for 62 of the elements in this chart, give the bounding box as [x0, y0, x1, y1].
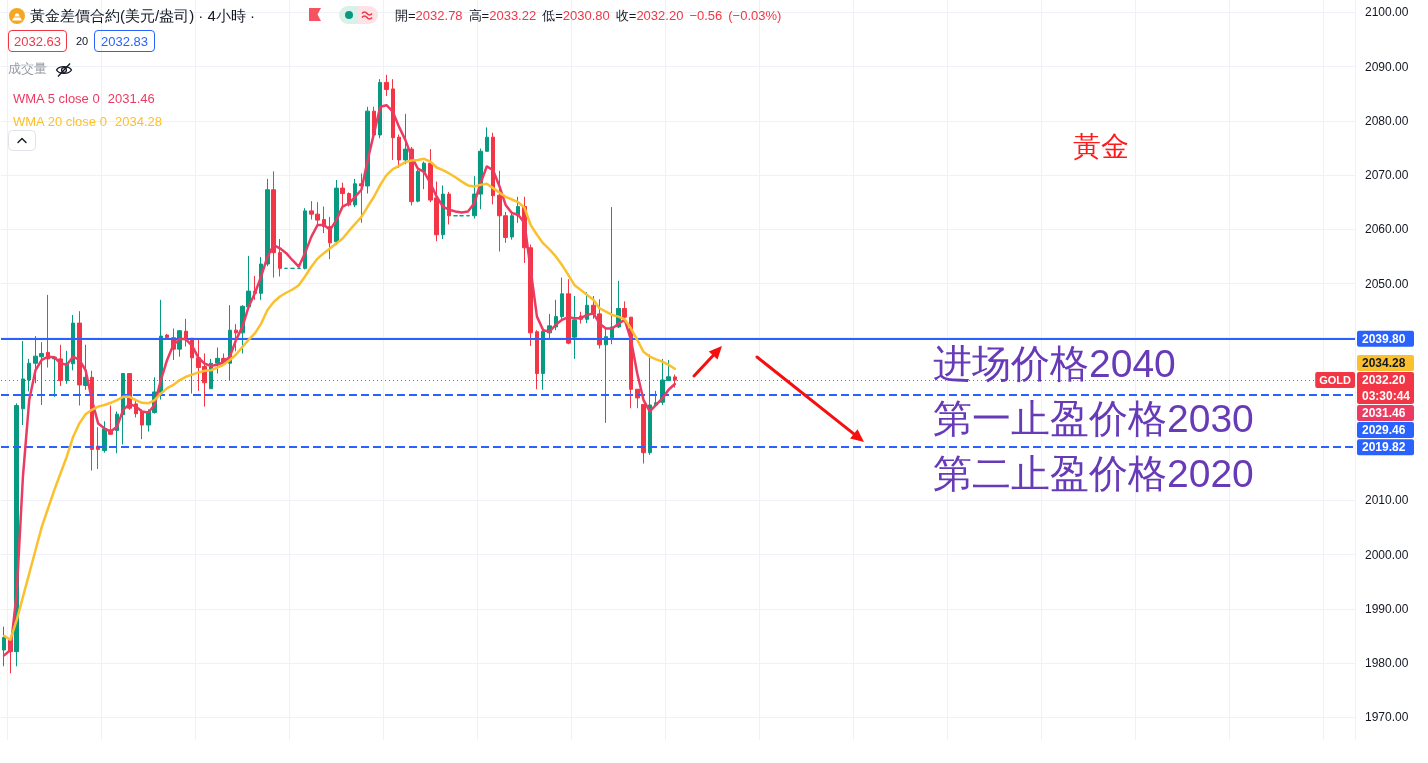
y-tick-label: 2100.00: [1365, 5, 1409, 20]
candlestick: [641, 403, 646, 465]
y-tick-label: 2000.00: [1365, 547, 1409, 562]
candlestick: [422, 161, 426, 190]
candlestick: [2, 626, 6, 667]
text: 2034.28: [1362, 356, 1406, 371]
candlestick: [560, 277, 564, 320]
y-tick-label: 2090.00: [1365, 59, 1409, 74]
candlestick: [403, 113, 408, 165]
text: WMA 20 close 0: [13, 114, 107, 129]
candlestick: [184, 318, 188, 347]
candlestick: [340, 182, 345, 208]
candlestick: [21, 340, 25, 426]
y-tick-label: 2050.00: [1365, 276, 1409, 291]
candlestick: [541, 330, 545, 391]
annotation: 第一止盈价格2030: [933, 397, 1254, 440]
annotation: GOLD: [1319, 374, 1352, 387]
text: 開=2032.78 高=2033.22 低=2030.80 收=2032.20 −0.56 (−0.03%): [395, 8, 782, 23]
candlestick: [46, 294, 50, 369]
candlestick: [604, 328, 608, 424]
text: 03:30:44: [1362, 389, 1411, 404]
text: WMA 5 close 0: [13, 90, 100, 106]
annotation: 20: [76, 35, 89, 47]
y-tick-label: 1990.00: [1365, 601, 1409, 616]
candlestick: [215, 347, 220, 375]
candlestick: [391, 78, 395, 161]
text: 黃金差價合約(美元/盎司) · 4小時 ·: [30, 7, 255, 24]
candlestick: [572, 295, 577, 360]
candlestick: [278, 238, 282, 277]
candlestick: [447, 191, 451, 225]
annotation: 2032.83: [101, 33, 148, 49]
text: 2029.46: [1362, 423, 1406, 438]
candlestick: [416, 169, 420, 203]
candlestick: [27, 358, 31, 392]
candlestick: [384, 74, 389, 97]
y-tick-label: 2080.00: [1365, 113, 1409, 128]
y-tick-label: 2070.00: [1365, 168, 1409, 183]
candlestick: [102, 420, 107, 454]
candlestick: [610, 206, 614, 345]
ref-line-label: 2032.20: [1362, 373, 1406, 388]
candlestick: [265, 178, 270, 267]
candlestick: [441, 184, 445, 240]
text: 2031.46: [1362, 406, 1406, 421]
annotation: 2031.46: [107, 90, 155, 106]
candlestick: [271, 170, 276, 279]
annotation: 黃金: [1073, 131, 1129, 162]
candlestick: [165, 333, 169, 341]
ref-line-label: 2039.80: [1362, 331, 1406, 346]
candlestick: [566, 278, 571, 345]
candlestick: [622, 300, 627, 320]
annotation: 进场价格2040: [933, 342, 1176, 385]
annotation: 成交量: [8, 61, 47, 76]
candlestick: [510, 212, 514, 241]
annotation: 2034.28: [114, 114, 162, 129]
y-tick-label: 1970.00: [1365, 710, 1409, 725]
y-tick-label: 2010.00: [1365, 493, 1409, 508]
y-tick-label: 2060.00: [1365, 222, 1409, 237]
annotation: 第二止盈价格2020: [933, 452, 1254, 495]
candlestick: [485, 126, 489, 153]
ref-line-label: 2019.82: [1362, 440, 1406, 455]
y-tick-label: 1980.00: [1365, 656, 1409, 671]
annotation: 2032.63: [14, 33, 61, 49]
